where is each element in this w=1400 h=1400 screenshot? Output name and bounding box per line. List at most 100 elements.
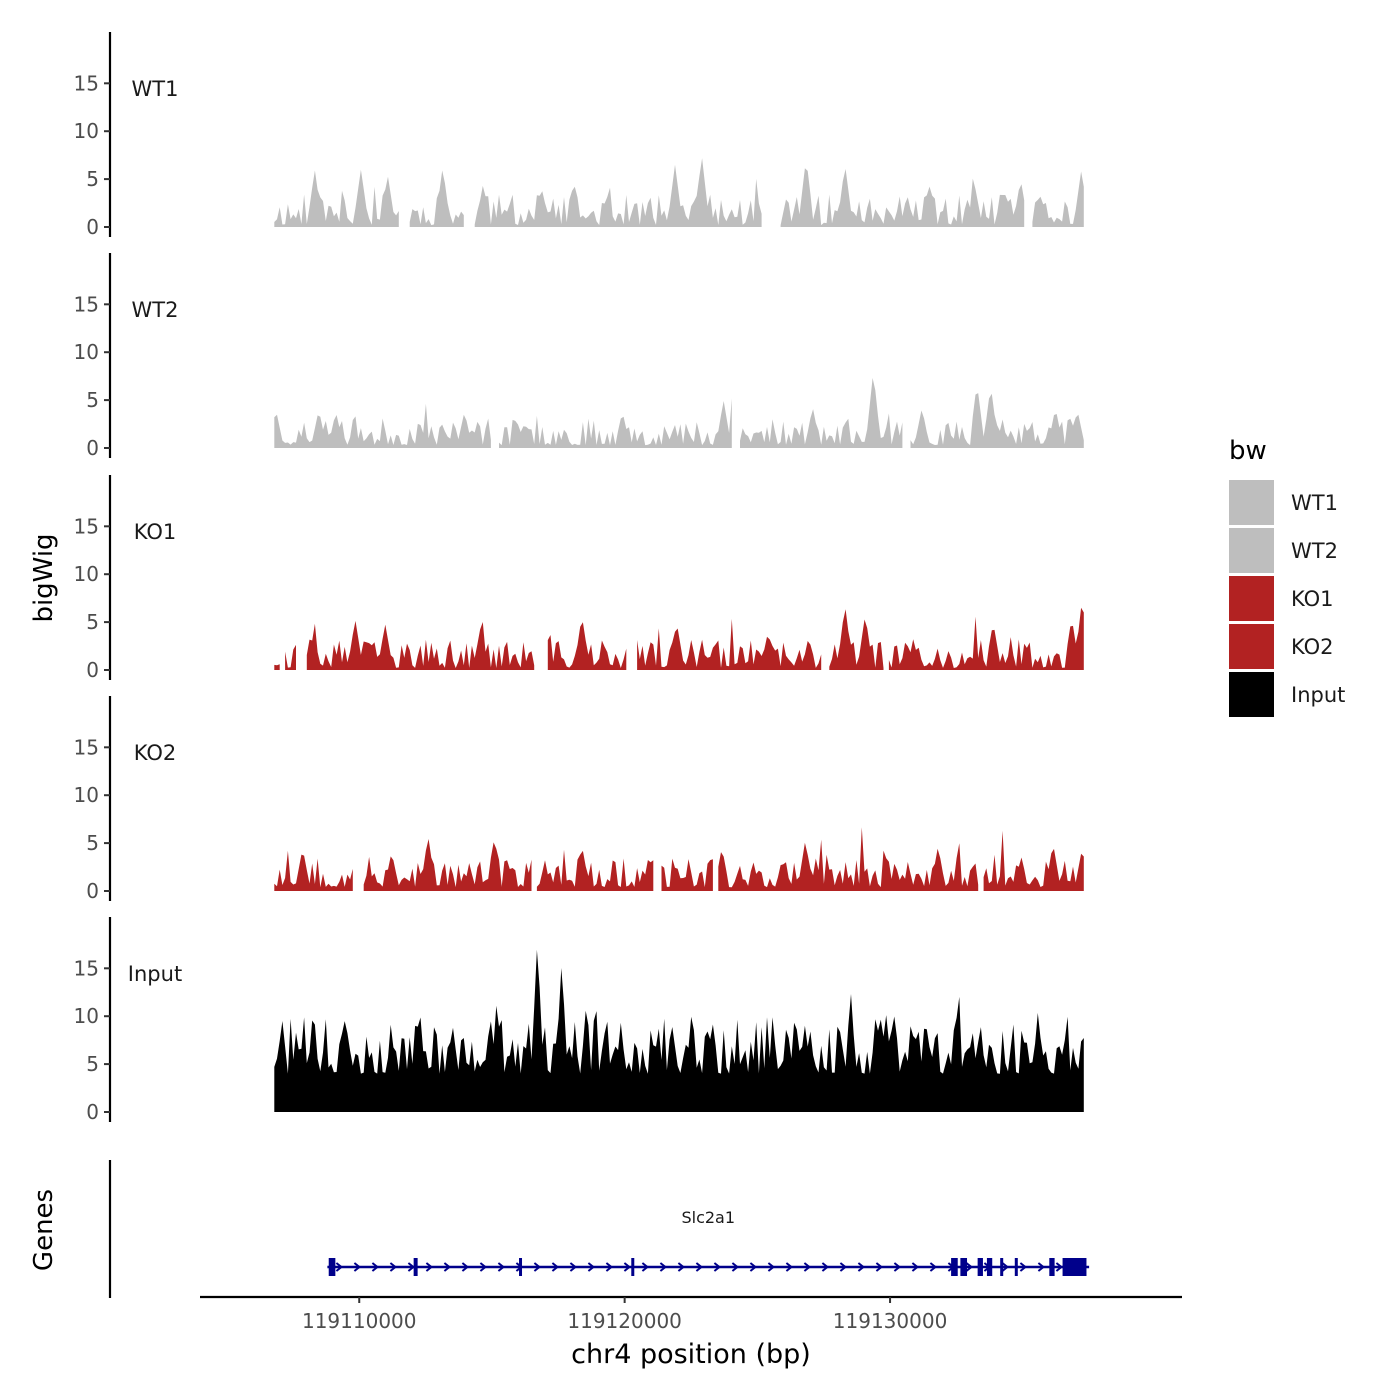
track-label: WT2 xyxy=(132,298,179,322)
strand-arrow xyxy=(713,1262,721,1272)
y-tick-label: 15 xyxy=(74,735,99,759)
strand-arrow xyxy=(929,1262,937,1272)
y-tick-label: 10 xyxy=(74,1004,99,1028)
legend-swatch-ko1 xyxy=(1229,576,1274,621)
y-tick-label: 0 xyxy=(86,1100,99,1124)
strand-arrow xyxy=(911,1262,919,1272)
strand-arrow xyxy=(479,1262,487,1272)
strand-arrow xyxy=(587,1262,595,1272)
legend-swatch-input xyxy=(1229,672,1274,717)
strand-arrow xyxy=(731,1262,739,1272)
coverage-area-ko1 xyxy=(888,607,1084,670)
strand-arrow xyxy=(371,1262,379,1272)
legend-label-ko1: KO1 xyxy=(1291,587,1334,611)
coverage-area-wt2 xyxy=(499,398,732,448)
strand-arrow xyxy=(677,1262,685,1272)
y-tick-label: 15 xyxy=(74,514,99,538)
coverage-area-wt1 xyxy=(1032,171,1084,227)
track-wt1: 0 5 10 15 WT1 xyxy=(74,32,1084,239)
strand-arrow xyxy=(749,1262,757,1272)
legend-swatch-wt2 xyxy=(1229,528,1274,573)
genes-axis-title: Genes xyxy=(29,1189,59,1271)
track-label: KO1 xyxy=(134,520,177,544)
exon xyxy=(413,1258,418,1276)
strand-arrow xyxy=(1055,1262,1063,1272)
y-tick-label: 5 xyxy=(86,1052,99,1076)
y-tick-label: 5 xyxy=(86,610,99,634)
strand-arrow xyxy=(569,1262,577,1272)
strand-arrow xyxy=(425,1262,433,1272)
coverage-area-wt2 xyxy=(910,393,1084,448)
strand-arrow xyxy=(875,1262,883,1272)
coverage-area-ko2 xyxy=(983,830,1084,891)
coverage-area-ko1 xyxy=(285,644,296,670)
y-tick-label: 5 xyxy=(86,388,99,412)
exon xyxy=(951,1258,958,1276)
exon xyxy=(328,1258,336,1276)
strand-arrow xyxy=(965,1262,973,1272)
coverage-area-ko1 xyxy=(274,664,280,670)
x-axis: 119110000 119120000 119130000 xyxy=(200,1295,1182,1333)
y-tick-label: 15 xyxy=(74,71,99,95)
strand-arrow xyxy=(1037,1262,1045,1272)
y-tick-label: 15 xyxy=(74,292,99,316)
strand-arrow xyxy=(353,1262,361,1272)
strand-arrow xyxy=(893,1262,901,1272)
track-label: WT1 xyxy=(132,77,179,101)
y-tick-label: 0 xyxy=(86,215,99,239)
exon xyxy=(1049,1258,1055,1276)
strand-arrow xyxy=(839,1262,847,1272)
strand-arrow xyxy=(857,1262,865,1272)
strand-arrow xyxy=(533,1262,541,1272)
coverage-area-ko1 xyxy=(547,622,627,670)
coverage-area-ko1 xyxy=(306,620,535,670)
coverage-tracks: 0 5 10 15 WT1 0 5 10 15 WT2 0 5 10 15 KO1 0 5 10 15 KO2 0 5 10… xyxy=(74,32,1084,1124)
x-axis-title: chr4 position (bp) xyxy=(571,1339,811,1370)
x-tick-label: 119110000 xyxy=(302,1309,417,1333)
exon xyxy=(1000,1258,1004,1276)
coverage-area-ko1 xyxy=(829,609,884,670)
y-tick-label: 10 xyxy=(74,783,99,807)
strand-arrow xyxy=(623,1262,631,1272)
strand-arrow xyxy=(821,1262,829,1272)
strand-arrow xyxy=(1001,1262,1009,1272)
exon xyxy=(977,1258,983,1276)
legend-swatch-wt1 xyxy=(1229,480,1274,525)
coverage-area-ko2 xyxy=(363,839,532,891)
gene-label: Slc2a1 xyxy=(681,1208,735,1227)
strand-arrow xyxy=(443,1262,451,1272)
exon xyxy=(519,1258,523,1276)
y-tick-label: 10 xyxy=(74,119,99,143)
coverage-area-wt2 xyxy=(740,378,903,448)
strand-arrow xyxy=(695,1262,703,1272)
y-tick-label: 0 xyxy=(86,658,99,682)
exon xyxy=(986,1258,993,1276)
y-axis-title: bigWig xyxy=(29,533,59,622)
strand-arrow xyxy=(389,1262,397,1272)
track-label: Input xyxy=(128,962,182,986)
y-tick-label: 0 xyxy=(86,879,99,903)
y-tick-label: 10 xyxy=(74,562,99,586)
strand-arrow xyxy=(407,1262,415,1272)
coverage-area-wt1 xyxy=(780,168,1025,227)
y-tick-label: 5 xyxy=(86,167,99,191)
coverage-area-ko2 xyxy=(536,849,654,891)
track-label: KO2 xyxy=(134,741,177,765)
exon xyxy=(1014,1258,1018,1276)
gene-panel: Slc2a1 xyxy=(108,1160,1090,1298)
x-tick-label: 119120000 xyxy=(567,1309,682,1333)
track-wt2: 0 5 10 15 WT2 xyxy=(74,253,1084,460)
strand-arrow xyxy=(335,1262,343,1272)
y-tick-label: 0 xyxy=(86,436,99,460)
coverage-area-ko2 xyxy=(274,850,353,891)
exon xyxy=(631,1258,635,1276)
legend-label-ko2: KO2 xyxy=(1291,635,1334,659)
coverage-area-ko2 xyxy=(661,858,713,891)
strand-arrow xyxy=(803,1262,811,1272)
exon xyxy=(1062,1258,1087,1276)
exon xyxy=(960,1258,968,1276)
coverage-area-ko1 xyxy=(637,618,822,670)
coverage-area-input xyxy=(274,949,1084,1112)
strand-arrow xyxy=(605,1262,613,1272)
